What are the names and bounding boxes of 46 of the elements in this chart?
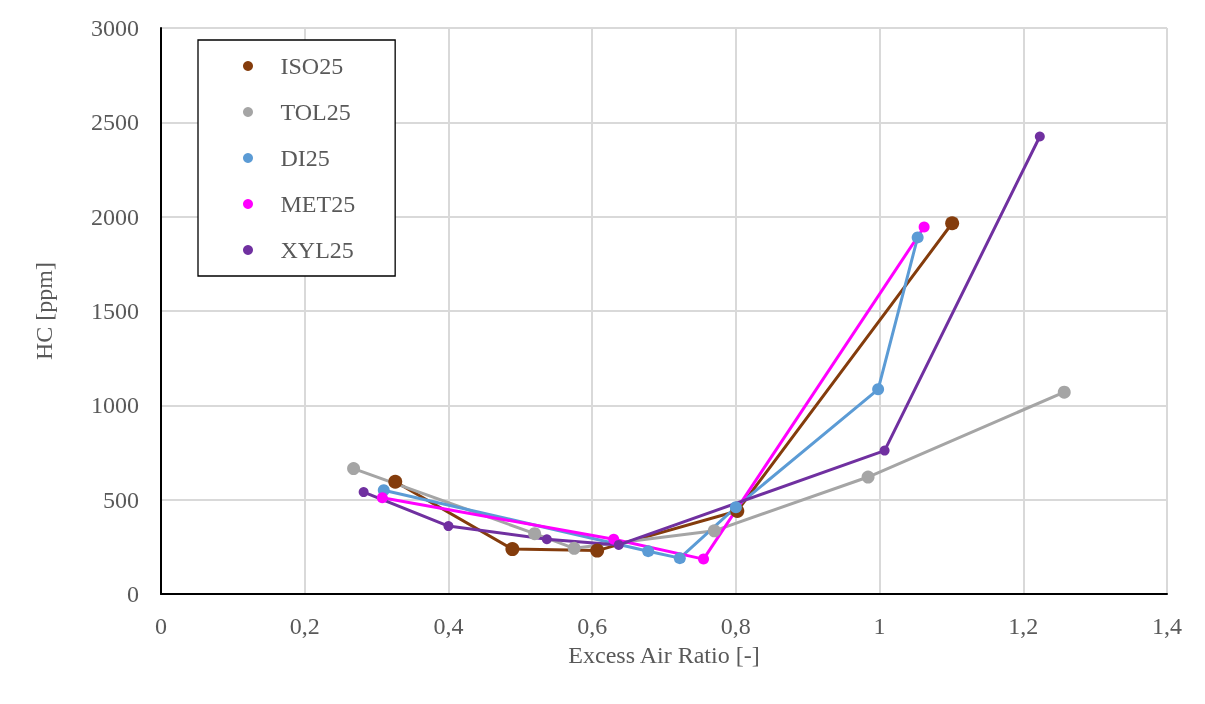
point xyxy=(541,534,552,545)
point xyxy=(642,545,655,558)
y-tick-label: 1000 xyxy=(91,392,139,419)
legend-label: XYL25 xyxy=(280,237,354,263)
y-axis-title: HC [ppm] xyxy=(31,262,57,360)
y-tick-label: 0 xyxy=(127,581,139,607)
x-tick-label: 0,4 xyxy=(433,613,464,639)
point xyxy=(673,552,686,565)
y-tick-label: 2500 xyxy=(91,109,139,136)
point xyxy=(879,445,890,456)
point xyxy=(872,383,885,396)
y-tick-label: 2000 xyxy=(91,203,139,230)
point xyxy=(707,524,721,538)
point xyxy=(1057,385,1071,399)
y-tick-label: 3000 xyxy=(91,15,139,41)
point xyxy=(347,462,361,476)
x-tick-label: 0,8 xyxy=(720,613,751,639)
legend-label: MET25 xyxy=(280,191,356,217)
legend-label: DI25 xyxy=(280,145,330,171)
x-tick-label: 1,2 xyxy=(1008,613,1039,639)
y-tick-label: 1500 xyxy=(91,298,139,324)
legend-label: ISO25 xyxy=(280,53,344,79)
point xyxy=(376,492,388,504)
x-tick-label: 1 xyxy=(873,613,886,639)
point xyxy=(358,487,369,498)
point xyxy=(590,543,605,558)
point xyxy=(528,527,542,541)
point xyxy=(443,521,454,532)
x-tick-label: 0 xyxy=(155,613,167,639)
point xyxy=(613,539,624,550)
point xyxy=(505,542,520,557)
point xyxy=(918,221,930,233)
x-tick-label: 0,6 xyxy=(577,613,608,639)
point xyxy=(1034,131,1045,142)
x-tick-label: 1,4 xyxy=(1152,613,1182,639)
y-tick-label: 500 xyxy=(103,486,139,513)
point xyxy=(698,553,710,565)
legend-label: TOL25 xyxy=(280,99,351,125)
point xyxy=(567,541,581,555)
point xyxy=(729,501,742,514)
x-tick-label: 0,2 xyxy=(289,613,320,639)
x-axis-title: Excess Air Ratio [-] xyxy=(568,641,760,668)
point xyxy=(388,474,403,489)
point xyxy=(861,470,875,484)
point xyxy=(911,231,924,244)
point xyxy=(945,216,960,231)
